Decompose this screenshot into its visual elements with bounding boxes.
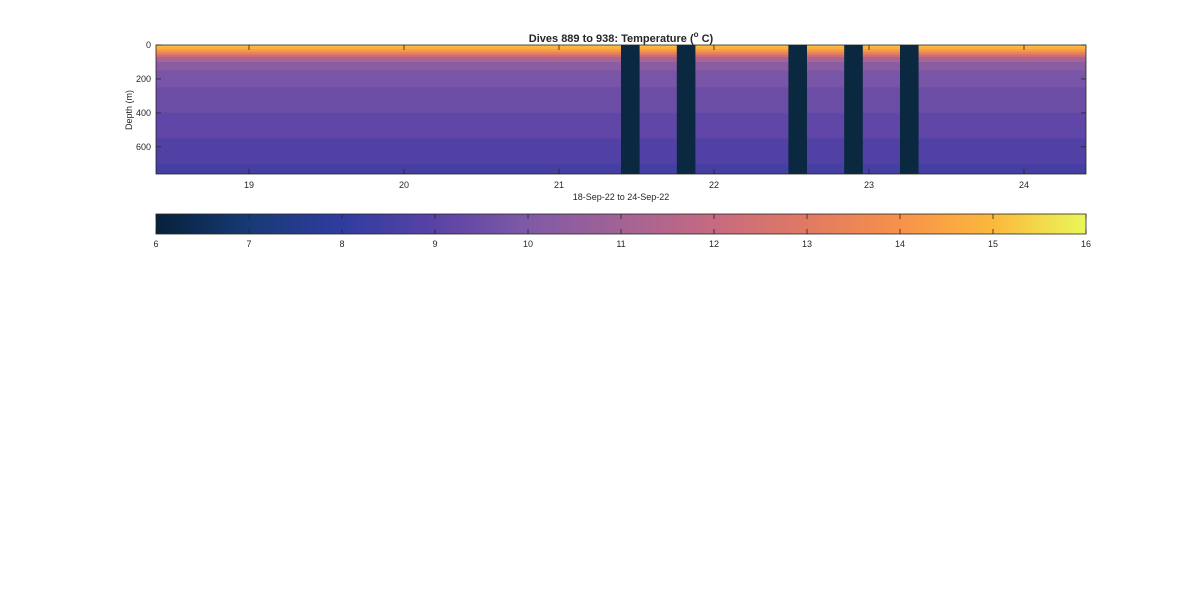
colorbar-tick-label: 13 xyxy=(802,239,812,249)
y-tick-label: 400 xyxy=(136,108,151,118)
y-axis-label: Depth (m) xyxy=(124,90,134,130)
colorbar-tick-label: 11 xyxy=(616,239,625,249)
data-gap-bar xyxy=(844,45,863,174)
colorbar-tick-label: 10 xyxy=(523,239,533,249)
colorbar-tick-label: 9 xyxy=(432,239,437,249)
y-axis-ticks: 0 200 400 600 xyxy=(136,40,1086,152)
colorbar-tick-label: 6 xyxy=(153,239,158,249)
x-tick-label: 24 xyxy=(1019,180,1029,190)
y-tick-label: 600 xyxy=(136,142,151,152)
x-axis-ticks: 19 20 21 22 23 24 xyxy=(244,45,1029,190)
y-tick-label: 200 xyxy=(136,74,151,84)
colorbar: 6 7 8 9 10 11 12 13 14 15 16 xyxy=(153,213,1091,249)
plot-frame xyxy=(155,44,1087,175)
data-gaps xyxy=(621,45,919,174)
colorbar-tick-label: 12 xyxy=(709,239,719,249)
x-tick-label: 22 xyxy=(709,180,719,190)
colorbar-tick-label: 14 xyxy=(895,239,905,249)
data-gap-bar xyxy=(788,45,807,174)
x-tick-label: 19 xyxy=(244,180,254,190)
y-tick-label: 0 xyxy=(146,40,151,50)
data-gap-bar xyxy=(621,45,640,174)
colorbar-tick-label: 15 xyxy=(988,239,998,249)
x-tick-label: 21 xyxy=(554,180,564,190)
colorbar-ticks: 6 7 8 9 10 11 12 13 14 15 16 xyxy=(153,214,1091,249)
colorbar-tick-label: 8 xyxy=(339,239,344,249)
colorbar-tick-label: 7 xyxy=(246,239,251,249)
x-tick-label: 20 xyxy=(399,180,409,190)
data-gap-bar xyxy=(900,45,919,174)
x-tick-label: 23 xyxy=(864,180,874,190)
chart-title: Dives 889 to 938: Temperature (o C) xyxy=(529,30,714,45)
data-gap-bar xyxy=(676,45,696,174)
colorbar-tick-label: 16 xyxy=(1081,239,1091,249)
x-axis-label: 18-Sep-22 to 24-Sep-22 xyxy=(573,192,670,202)
heatmap-plot: 19 20 21 22 23 24 0 200 400 600 xyxy=(136,40,1087,190)
